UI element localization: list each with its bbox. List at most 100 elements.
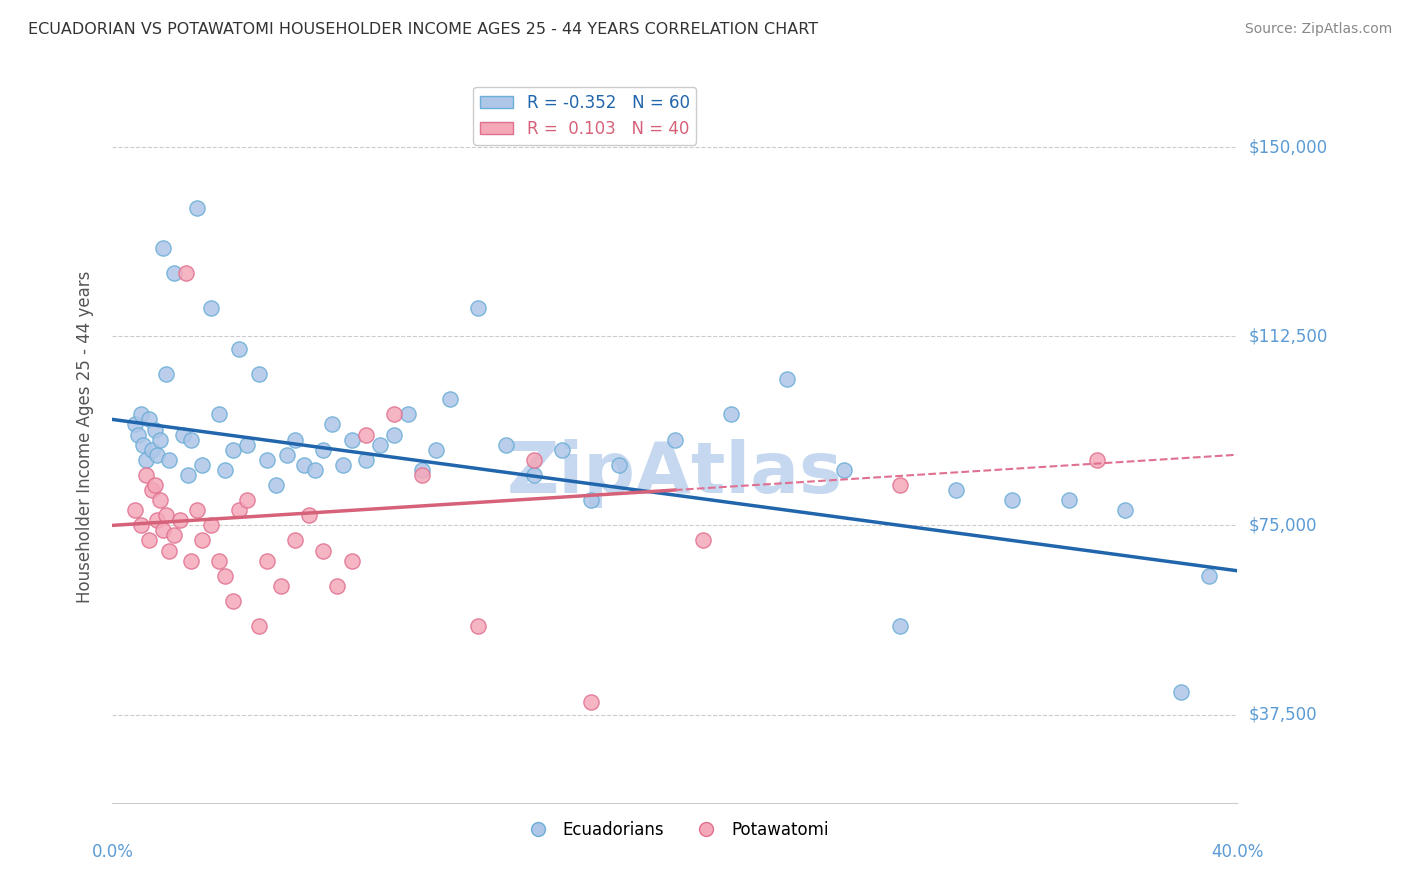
Point — [425, 442, 447, 457]
Point — [172, 427, 194, 442]
Point — [129, 408, 152, 422]
Point — [222, 594, 245, 608]
Point — [467, 301, 489, 316]
Point — [236, 493, 259, 508]
Point — [180, 554, 202, 568]
Point — [169, 513, 191, 527]
Point — [340, 554, 363, 568]
Point — [200, 518, 222, 533]
Point — [720, 408, 742, 422]
Point — [776, 372, 799, 386]
Legend: Ecuadorians, Potawatomi: Ecuadorians, Potawatomi — [515, 814, 835, 846]
Text: $112,500: $112,500 — [1249, 327, 1327, 345]
Point — [579, 695, 602, 709]
Point — [222, 442, 245, 457]
Point — [1001, 493, 1024, 508]
Point — [247, 619, 270, 633]
Point — [228, 503, 250, 517]
Text: $37,500: $37,500 — [1249, 706, 1317, 723]
Text: ECUADORIAN VS POTAWATOMI HOUSEHOLDER INCOME AGES 25 - 44 YEARS CORRELATION CHART: ECUADORIAN VS POTAWATOMI HOUSEHOLDER INC… — [28, 22, 818, 37]
Point — [163, 528, 186, 542]
Point — [304, 463, 326, 477]
Point — [132, 437, 155, 451]
Point — [340, 433, 363, 447]
Point — [141, 483, 163, 497]
Point — [411, 467, 433, 482]
Point — [191, 533, 214, 548]
Point — [692, 533, 714, 548]
Point — [141, 442, 163, 457]
Point — [312, 543, 335, 558]
Point — [832, 463, 855, 477]
Point — [1198, 569, 1220, 583]
Point — [523, 452, 546, 467]
Point — [1085, 452, 1108, 467]
Point — [135, 467, 157, 482]
Point — [138, 533, 160, 548]
Point — [298, 508, 321, 523]
Point — [191, 458, 214, 472]
Point — [495, 437, 517, 451]
Point — [411, 463, 433, 477]
Point — [321, 417, 343, 432]
Point — [256, 554, 278, 568]
Point — [157, 543, 180, 558]
Point — [607, 458, 630, 472]
Point — [354, 452, 377, 467]
Point — [208, 408, 231, 422]
Point — [149, 493, 172, 508]
Point — [326, 579, 349, 593]
Point — [439, 392, 461, 407]
Point — [382, 408, 405, 422]
Point — [135, 452, 157, 467]
Point — [208, 554, 231, 568]
Point — [214, 463, 236, 477]
Point — [214, 569, 236, 583]
Point — [177, 467, 200, 482]
Point — [247, 367, 270, 381]
Point — [163, 266, 186, 280]
Point — [180, 433, 202, 447]
Point — [186, 201, 208, 215]
Point — [143, 423, 166, 437]
Point — [1114, 503, 1136, 517]
Point — [146, 448, 169, 462]
Point — [124, 417, 146, 432]
Text: 40.0%: 40.0% — [1211, 843, 1264, 861]
Point — [264, 478, 287, 492]
Point — [143, 478, 166, 492]
Point — [332, 458, 354, 472]
Point — [889, 478, 911, 492]
Point — [146, 513, 169, 527]
Point — [312, 442, 335, 457]
Text: $150,000: $150,000 — [1249, 138, 1327, 156]
Point — [236, 437, 259, 451]
Point — [276, 448, 298, 462]
Point — [396, 408, 419, 422]
Text: $75,000: $75,000 — [1249, 516, 1317, 534]
Point — [152, 524, 174, 538]
Text: Source: ZipAtlas.com: Source: ZipAtlas.com — [1244, 22, 1392, 37]
Point — [157, 452, 180, 467]
Point — [523, 467, 546, 482]
Point — [551, 442, 574, 457]
Point — [284, 533, 307, 548]
Point — [256, 452, 278, 467]
Point — [152, 241, 174, 255]
Point — [945, 483, 967, 497]
Point — [149, 433, 172, 447]
Text: 0.0%: 0.0% — [91, 843, 134, 861]
Point — [382, 427, 405, 442]
Point — [1057, 493, 1080, 508]
Y-axis label: Householder Income Ages 25 - 44 years: Householder Income Ages 25 - 44 years — [76, 271, 94, 603]
Point — [889, 619, 911, 633]
Point — [579, 493, 602, 508]
Point — [138, 412, 160, 426]
Point — [292, 458, 315, 472]
Point — [186, 503, 208, 517]
Point — [129, 518, 152, 533]
Point — [354, 427, 377, 442]
Point — [270, 579, 292, 593]
Point — [664, 433, 686, 447]
Point — [284, 433, 307, 447]
